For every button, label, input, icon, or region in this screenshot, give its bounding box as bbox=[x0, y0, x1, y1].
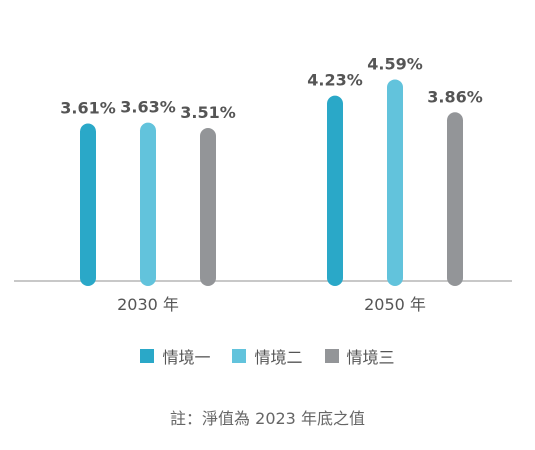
chart-footnote: 註：淨值為 2023 年底之值 bbox=[170, 409, 365, 428]
x-tick-labels-layer: 2030 年 2050 年 bbox=[117, 295, 426, 314]
data-label-2-1: 3.63% bbox=[120, 98, 176, 117]
data-label-1-2: 4.23% bbox=[307, 71, 363, 90]
data-labels-layer: 3.61% 3.63% 3.51% 4.23%4.59%3.86% bbox=[60, 54, 483, 122]
data-label-3-1: 3.51% bbox=[180, 103, 236, 122]
bars-layer bbox=[80, 79, 463, 287]
bar-2-1 bbox=[140, 122, 156, 287]
legend-swatch-series-3 bbox=[324, 349, 339, 363]
bar-3-2 bbox=[447, 112, 463, 286]
bar-2-2 bbox=[387, 79, 403, 286]
data-label-2-2: 4.59% bbox=[367, 54, 423, 73]
legend: 情境一 情境二 情境三 bbox=[0, 344, 535, 368]
legend-label-series-2: 情境二 bbox=[254, 348, 303, 367]
x-tick-label-2: 2050 年 bbox=[364, 295, 426, 314]
legend-swatch-series-1 bbox=[140, 349, 155, 363]
bar-1-1 bbox=[80, 123, 96, 286]
chart-plot-area: 3.61% 3.63% 3.51% 4.23%4.59%3.86% 2030 年 205… bbox=[14, 54, 512, 314]
legend-item-series-3: 情境三 bbox=[324, 344, 395, 368]
data-label-1-1: 3.61% bbox=[60, 99, 116, 118]
legend-label-series-3: 情境三 bbox=[346, 348, 395, 367]
legend-item-series-1: 情境一 bbox=[140, 344, 210, 368]
bar-3-1 bbox=[200, 128, 216, 286]
legend-label-series-1: 情境一 bbox=[162, 348, 211, 367]
data-label-3-2: 3.86% bbox=[427, 87, 483, 106]
legend-swatch-series-2 bbox=[232, 349, 247, 363]
bar-1-2 bbox=[327, 95, 343, 287]
legend-item-series-2: 情境二 bbox=[232, 344, 303, 368]
x-tick-label-1: 2030 年 bbox=[117, 295, 179, 314]
